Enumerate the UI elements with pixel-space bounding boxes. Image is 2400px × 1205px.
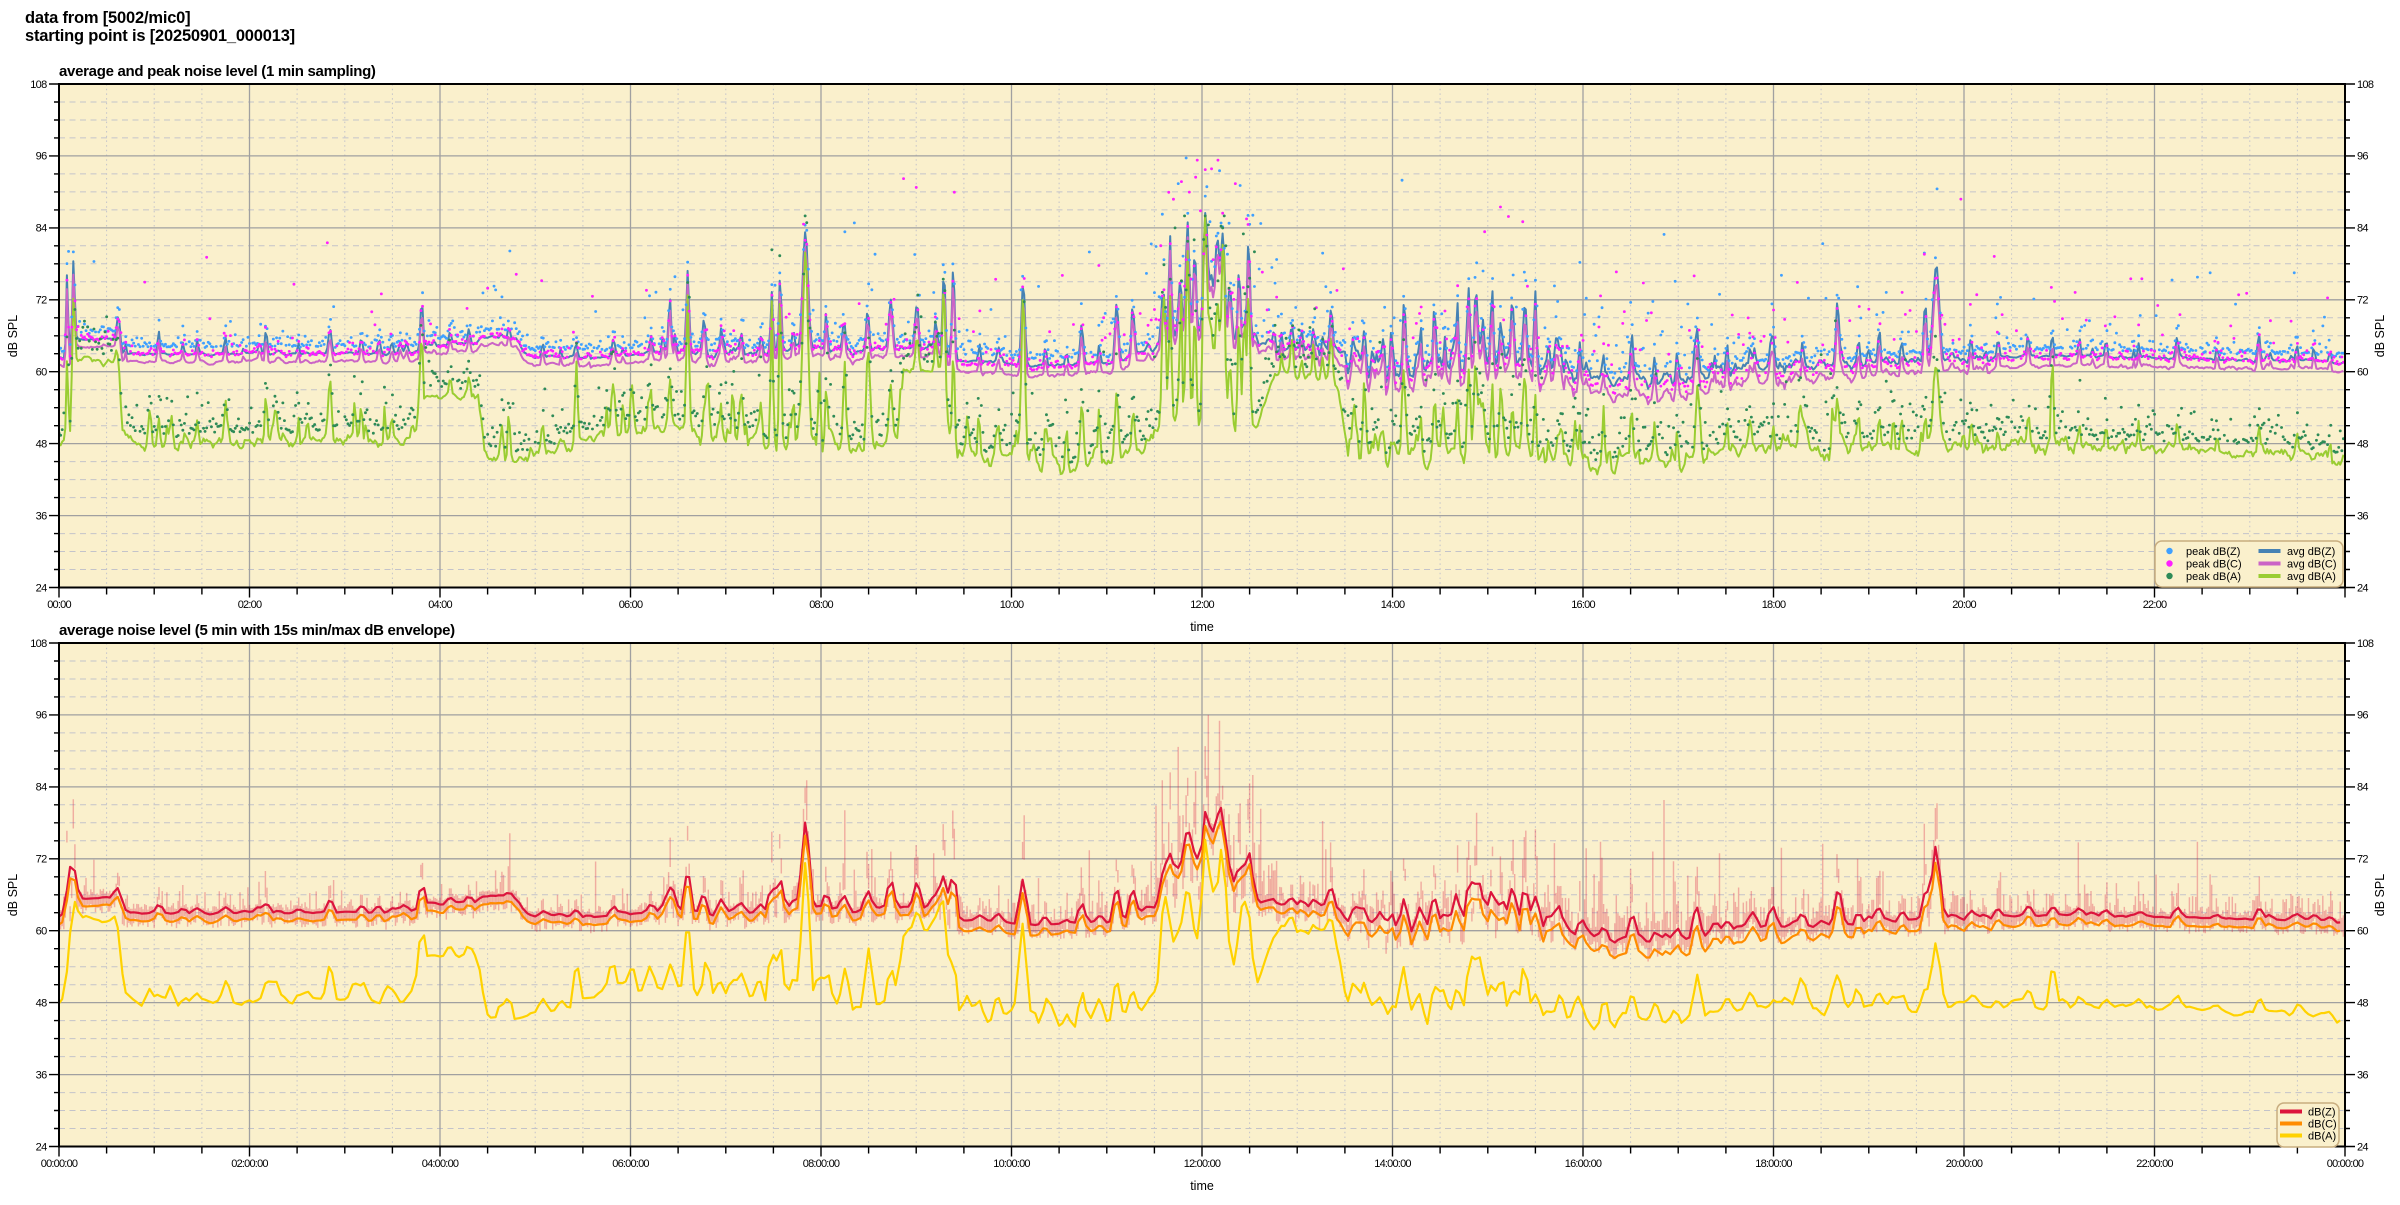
svg-text:dB(C): dB(C) [2308, 1118, 2337, 1130]
svg-text:avg dB(Z): avg dB(Z) [2287, 546, 2335, 558]
svg-text:36: 36 [2357, 1069, 2368, 1081]
svg-text:24: 24 [36, 1141, 47, 1153]
svg-text:00:00: 00:00 [47, 599, 71, 611]
svg-text:time: time [1190, 1179, 1214, 1193]
svg-text:84: 84 [2357, 782, 2368, 794]
svg-text:84: 84 [36, 782, 47, 794]
svg-text:20:00:00: 20:00:00 [1946, 1158, 1983, 1170]
svg-text:84: 84 [36, 223, 47, 235]
svg-text:16:00:00: 16:00:00 [1565, 1158, 1602, 1170]
svg-text:24: 24 [36, 582, 47, 594]
svg-text:average and peak noise level (: average and peak noise level (1 min samp… [59, 63, 376, 80]
svg-text:96: 96 [2357, 151, 2368, 163]
svg-text:peak dB(Z): peak dB(Z) [2186, 546, 2240, 558]
svg-text:36: 36 [36, 1069, 47, 1081]
svg-text:96: 96 [2357, 710, 2368, 722]
svg-text:18:00: 18:00 [1762, 599, 1786, 611]
svg-text:peak dB(A): peak dB(A) [2186, 571, 2241, 583]
svg-text:00:00:00: 00:00:00 [41, 1158, 78, 1170]
svg-text:96: 96 [36, 710, 47, 722]
svg-text:20:00: 20:00 [1952, 599, 1976, 611]
svg-text:108: 108 [30, 638, 47, 650]
svg-text:60: 60 [2357, 926, 2368, 938]
svg-text:06:00: 06:00 [619, 599, 643, 611]
svg-text:data from [5002/mic0]: data from [5002/mic0] [25, 9, 190, 27]
svg-text:22:00: 22:00 [2143, 599, 2167, 611]
svg-text:72: 72 [2357, 295, 2368, 307]
svg-text:12:00: 12:00 [1190, 599, 1214, 611]
svg-text:dB SPL: dB SPL [6, 874, 20, 916]
svg-text:14:00: 14:00 [1381, 599, 1405, 611]
svg-text:108: 108 [2357, 638, 2374, 650]
svg-text:00:00:00: 00:00:00 [2327, 1158, 2364, 1170]
svg-text:84: 84 [2357, 223, 2368, 235]
svg-text:02:00: 02:00 [238, 599, 262, 611]
svg-text:04:00:00: 04:00:00 [422, 1158, 459, 1170]
svg-text:dB(A): dB(A) [2308, 1130, 2336, 1142]
svg-text:dB SPL: dB SPL [2373, 874, 2387, 916]
svg-text:108: 108 [2357, 79, 2374, 91]
svg-text:22:00:00: 22:00:00 [2136, 1158, 2173, 1170]
svg-text:04:00: 04:00 [428, 599, 452, 611]
svg-text:36: 36 [2357, 510, 2368, 522]
svg-text:10:00: 10:00 [1000, 599, 1024, 611]
svg-text:starting point is [20250901_00: starting point is [20250901_000013] [25, 27, 295, 45]
svg-text:peak dB(C): peak dB(C) [2186, 558, 2242, 570]
svg-text:72: 72 [36, 295, 47, 307]
svg-text:08:00:00: 08:00:00 [803, 1158, 840, 1170]
svg-text:dB SPL: dB SPL [6, 315, 20, 357]
svg-text:60: 60 [2357, 367, 2368, 379]
svg-text:96: 96 [36, 151, 47, 163]
svg-text:average noise level (5 min wit: average noise level (5 min with 15s min/… [59, 622, 455, 639]
svg-text:time: time [1190, 620, 1214, 634]
svg-text:18:00:00: 18:00:00 [1755, 1158, 1792, 1170]
svg-text:dB(Z): dB(Z) [2308, 1106, 2336, 1118]
svg-text:48: 48 [2357, 997, 2368, 1009]
svg-text:10:00:00: 10:00:00 [993, 1158, 1030, 1170]
svg-text:72: 72 [2357, 854, 2368, 866]
svg-text:24: 24 [2357, 1141, 2368, 1153]
svg-text:14:00:00: 14:00:00 [1374, 1158, 1411, 1170]
svg-text:12:00:00: 12:00:00 [1184, 1158, 1221, 1170]
svg-text:dB SPL: dB SPL [2373, 315, 2387, 357]
svg-text:16:00: 16:00 [1571, 599, 1595, 611]
svg-text:48: 48 [2357, 438, 2368, 450]
svg-text:36: 36 [36, 510, 47, 522]
svg-text:108: 108 [30, 79, 47, 91]
svg-text:60: 60 [36, 926, 47, 938]
svg-text:avg dB(A): avg dB(A) [2287, 571, 2336, 583]
svg-text:48: 48 [36, 997, 47, 1009]
svg-text:08:00: 08:00 [809, 599, 833, 611]
svg-text:72: 72 [36, 854, 47, 866]
svg-text:02:00:00: 02:00:00 [231, 1158, 268, 1170]
svg-text:60: 60 [36, 367, 47, 379]
svg-text:48: 48 [36, 438, 47, 450]
svg-text:24: 24 [2357, 582, 2368, 594]
svg-text:06:00:00: 06:00:00 [612, 1158, 649, 1170]
svg-text:avg dB(C): avg dB(C) [2287, 558, 2337, 570]
